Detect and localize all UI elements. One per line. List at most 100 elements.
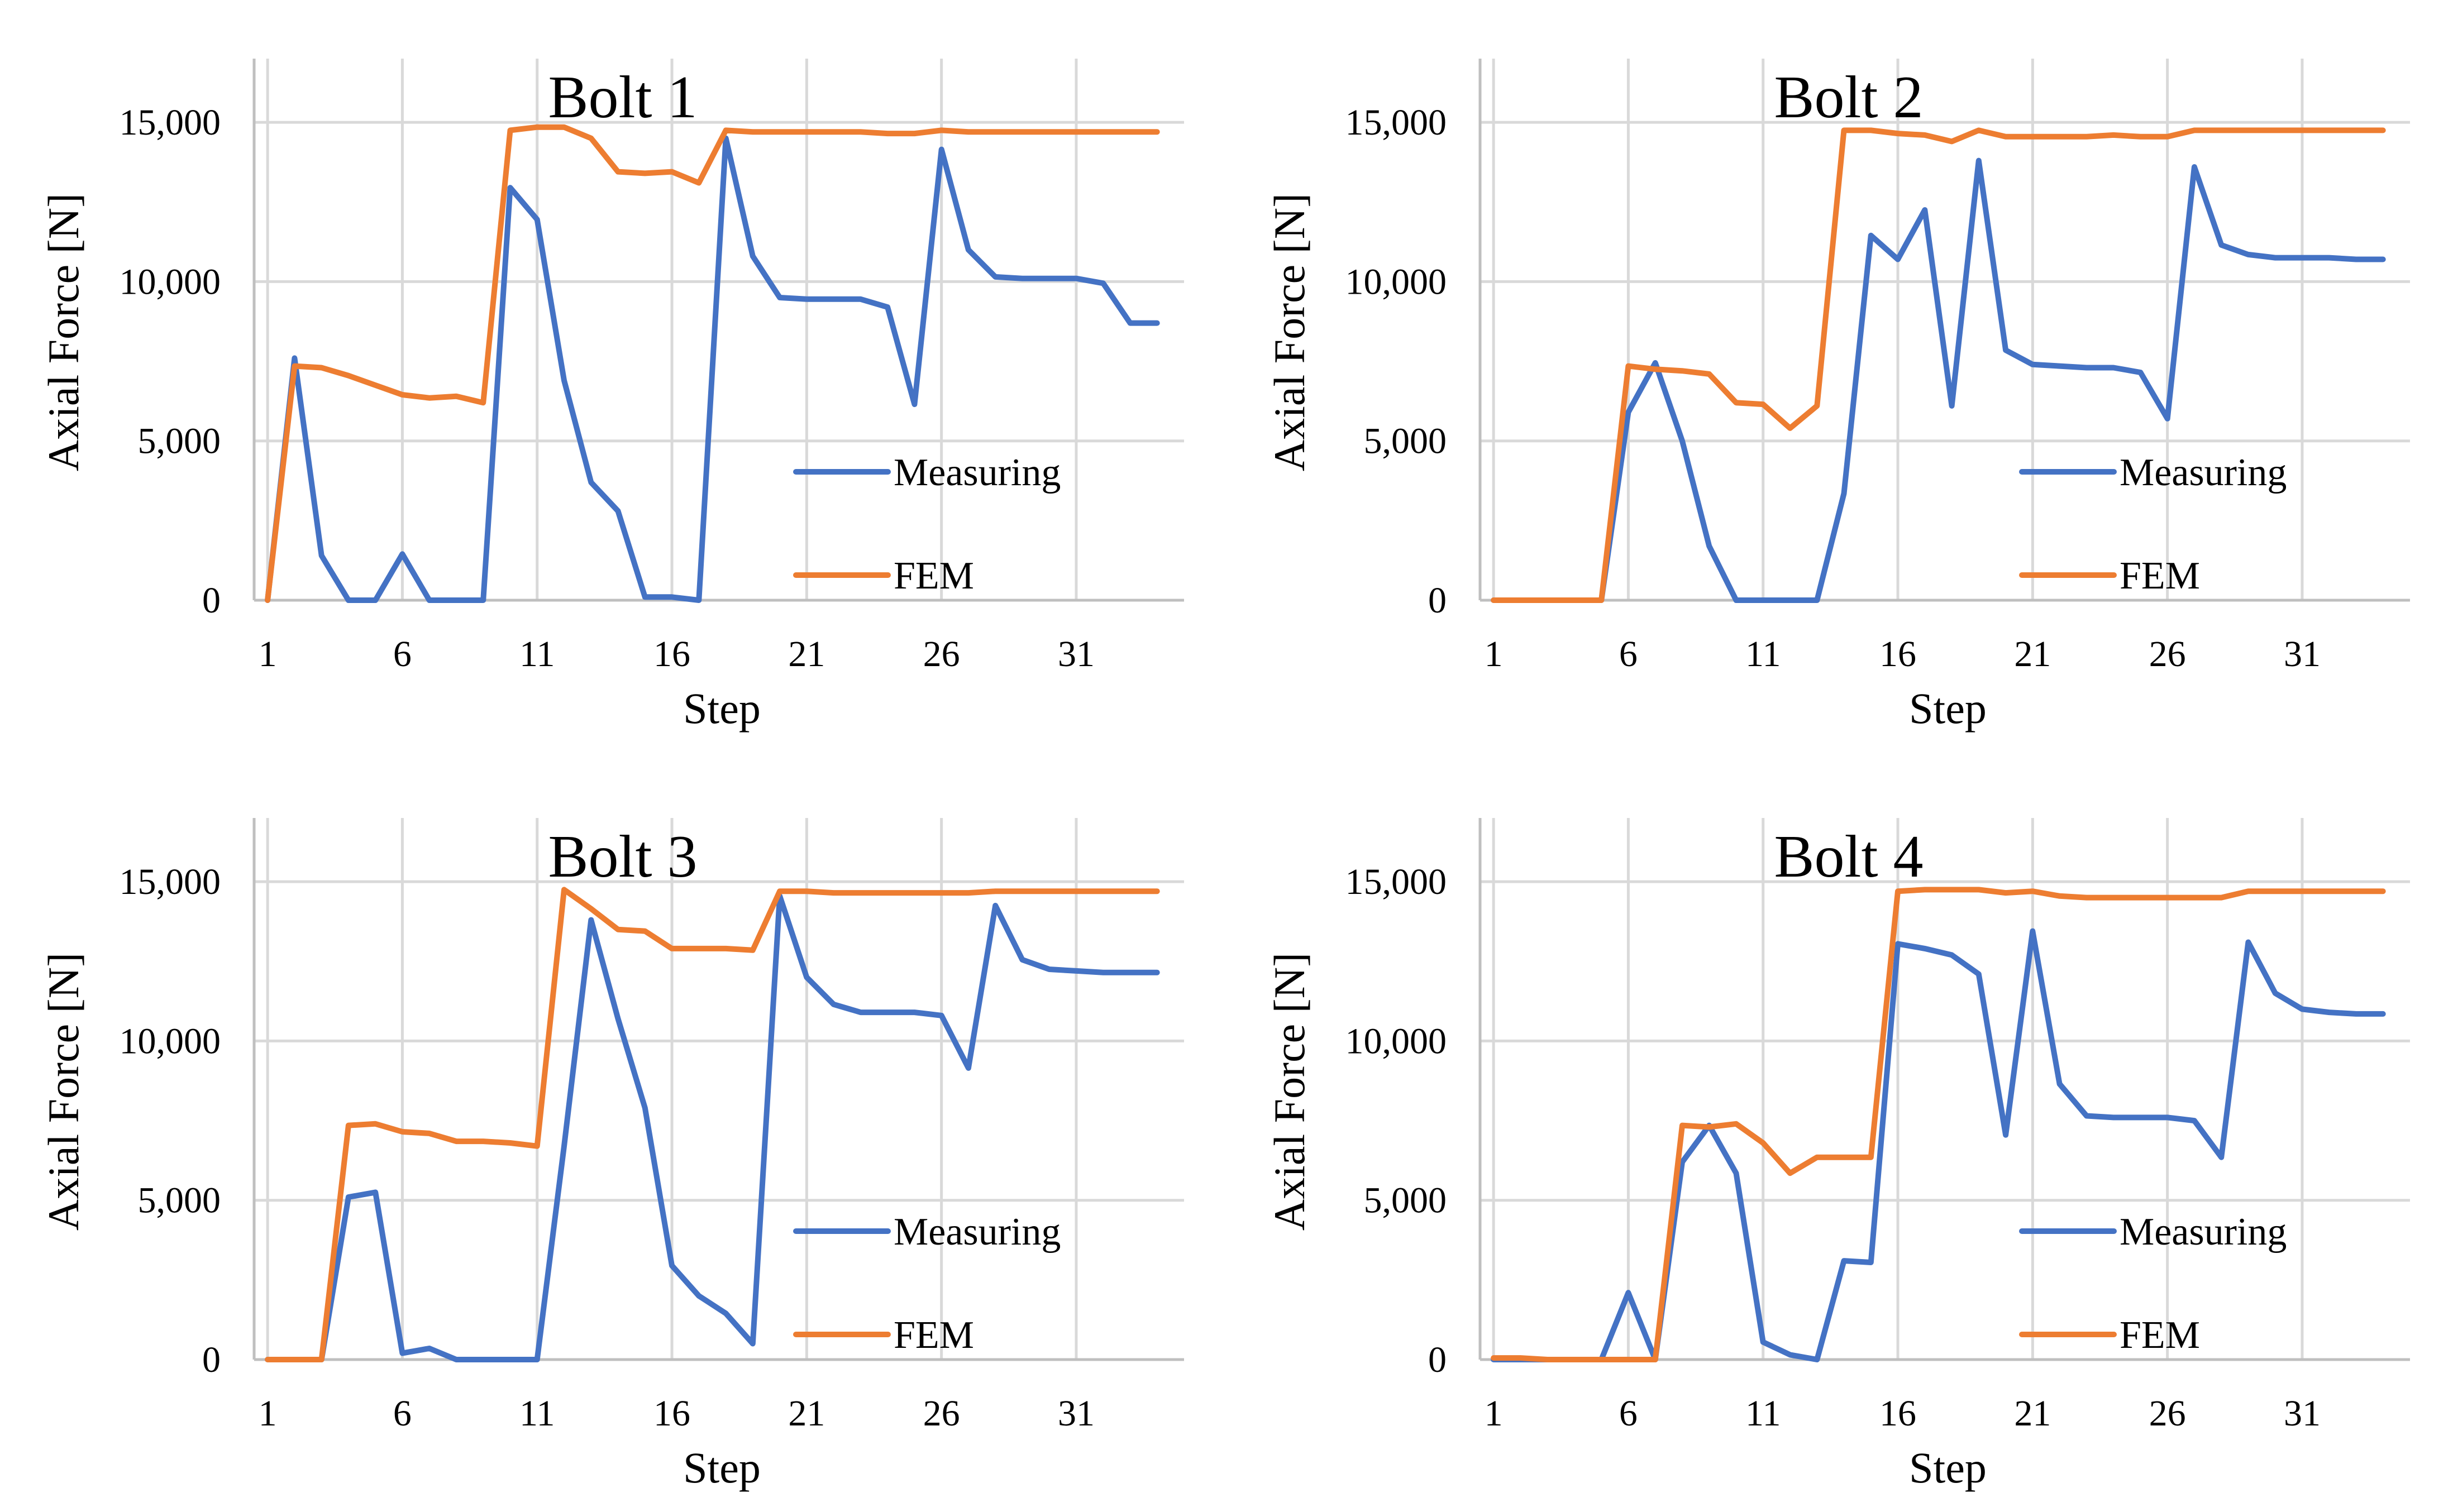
data-point xyxy=(1706,1125,1712,1130)
data-point xyxy=(2192,127,2197,133)
data-point xyxy=(723,1310,729,1316)
data-point xyxy=(2273,888,2278,894)
data-point xyxy=(1976,972,1982,977)
data-point xyxy=(777,888,782,894)
x-tick-label: 6 xyxy=(393,634,412,674)
data-point xyxy=(2218,127,2224,133)
y-tick-label: 15,000 xyxy=(1345,102,1447,143)
data-point xyxy=(804,888,809,894)
data-point xyxy=(1128,129,1133,135)
data-point xyxy=(1128,888,1133,894)
y-tick-label: 5,000 xyxy=(138,1180,221,1221)
data-point xyxy=(427,1346,432,1351)
data-point xyxy=(454,597,459,603)
data-point xyxy=(399,392,405,398)
data-point xyxy=(1976,887,1982,892)
data-point xyxy=(992,129,998,135)
data-point xyxy=(2326,1009,2332,1015)
data-point xyxy=(2380,127,2386,133)
x-axis-label: Step xyxy=(1909,1443,1987,1492)
data-point xyxy=(966,247,971,252)
data-point xyxy=(1625,363,1631,369)
data-point xyxy=(1154,970,1160,975)
legend-label-fem: FEM xyxy=(2120,1314,2200,1357)
data-point xyxy=(1734,597,1739,603)
series-line-fem xyxy=(1491,887,2386,1362)
series-measuring xyxy=(265,893,1160,1362)
data-point xyxy=(2137,895,2143,901)
data-point xyxy=(1154,320,1160,326)
data-point xyxy=(1814,403,1820,409)
data-point xyxy=(777,129,782,135)
data-point xyxy=(2218,1155,2224,1160)
data-point xyxy=(2084,895,2089,901)
data-point xyxy=(2084,134,2089,140)
data-point xyxy=(966,890,971,896)
series-measuring xyxy=(265,135,1160,603)
data-point xyxy=(588,906,594,912)
data-point xyxy=(319,1357,324,1362)
data-point xyxy=(2299,255,2305,261)
y-axis-label: Axial Force [N] xyxy=(39,193,88,471)
data-point xyxy=(480,1138,486,1144)
data-point xyxy=(1679,368,1685,374)
data-point xyxy=(1922,207,1927,213)
legend: Measuring FEM xyxy=(793,1210,1061,1357)
data-point xyxy=(292,363,297,369)
data-point xyxy=(2057,1081,2063,1087)
data-point xyxy=(1868,1155,1874,1160)
data-point xyxy=(1922,132,1927,138)
data-point xyxy=(399,1351,405,1356)
data-point xyxy=(2084,365,2089,371)
data-point xyxy=(2326,255,2332,261)
data-point xyxy=(588,136,594,141)
data-point xyxy=(669,169,675,175)
data-point xyxy=(427,1131,432,1136)
x-tick-label: 21 xyxy=(788,1393,825,1434)
data-point xyxy=(696,946,701,951)
data-point xyxy=(454,394,459,399)
data-point xyxy=(1895,257,1901,262)
legend: Measuring FEM xyxy=(2019,451,2287,597)
data-point xyxy=(2273,127,2278,133)
data-point xyxy=(2354,257,2359,262)
data-point xyxy=(1128,320,1133,326)
series-measuring xyxy=(1491,928,2386,1362)
y-tick-label: 0 xyxy=(1428,580,1447,621)
legend-label-fem: FEM xyxy=(894,554,974,597)
data-point xyxy=(427,395,432,401)
data-point xyxy=(1545,597,1550,603)
data-point xyxy=(2299,1006,2305,1012)
series-line-fem xyxy=(1491,127,2386,603)
data-point xyxy=(1760,597,1766,603)
data-point xyxy=(858,1009,863,1015)
data-point xyxy=(534,1357,540,1362)
data-point xyxy=(1598,597,1604,603)
data-point xyxy=(1814,1357,1820,1362)
data-point xyxy=(2165,134,2170,140)
data-point xyxy=(2111,365,2116,371)
data-point xyxy=(561,377,567,383)
data-point xyxy=(2003,347,2008,353)
data-point xyxy=(454,1357,459,1362)
data-point xyxy=(1653,1357,1658,1362)
data-point xyxy=(373,597,378,603)
data-point xyxy=(2003,890,2008,896)
data-point xyxy=(265,597,270,603)
data-point xyxy=(885,1009,890,1015)
x-tick-label: 26 xyxy=(2149,1393,2186,1434)
x-tick-label: 31 xyxy=(2284,634,2321,674)
data-point xyxy=(992,888,998,894)
data-point xyxy=(588,480,594,485)
data-point xyxy=(1047,129,1052,135)
x-axis-label: Step xyxy=(683,684,761,733)
data-point xyxy=(2245,888,2251,894)
legend-label-measuring: Measuring xyxy=(2120,1210,2287,1253)
data-point xyxy=(804,974,809,980)
y-tick-label: 0 xyxy=(202,1339,221,1380)
data-point xyxy=(723,127,729,133)
legend-label-fem: FEM xyxy=(2120,554,2200,597)
data-point xyxy=(2326,888,2332,894)
x-tick-label: 26 xyxy=(2149,634,2186,674)
data-point xyxy=(1787,1170,1793,1176)
